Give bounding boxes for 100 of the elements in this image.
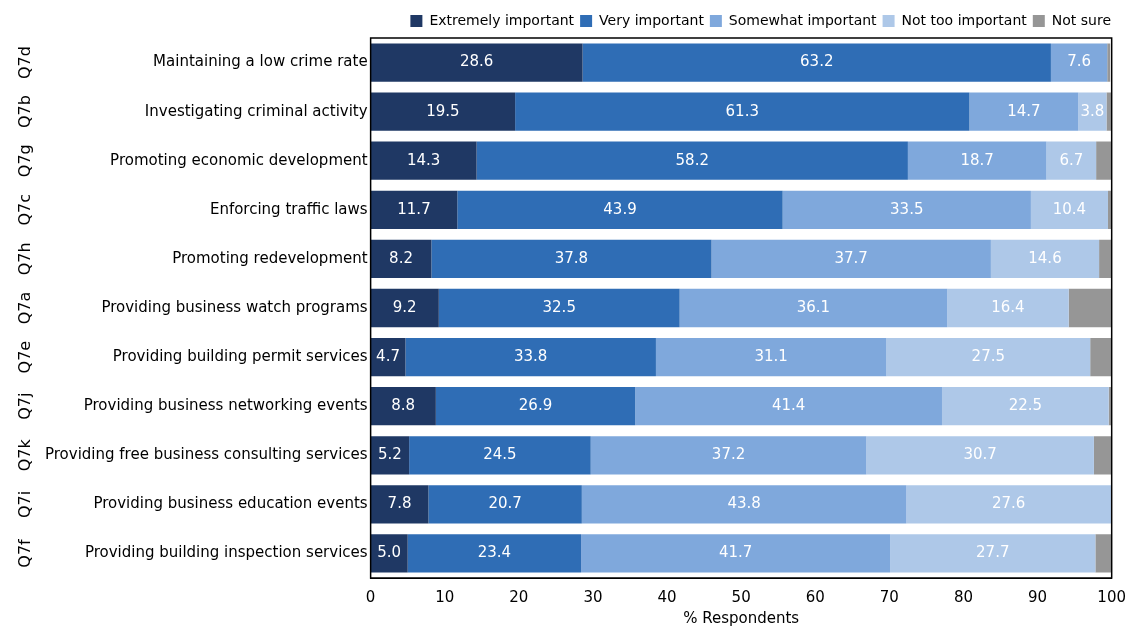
data-label: 33.5 — [890, 199, 924, 218]
y-tick-label: Providing building permit services — [112, 346, 368, 365]
data-label: 23.4 — [477, 543, 512, 562]
y-tick-label: Providing business watch programs — [101, 297, 368, 316]
x-tick-label: 40 — [657, 587, 677, 606]
data-label: 7.8 — [387, 494, 412, 513]
data-label: 27.6 — [991, 494, 1026, 513]
bar — [1050, 43, 1108, 82]
y-tick-label: Maintaining a low crime rate — [153, 52, 368, 71]
bar — [581, 485, 907, 524]
bar — [906, 485, 1111, 524]
text: Q7g — [15, 144, 35, 178]
legend-label: Not too important — [901, 11, 1028, 28]
bar — [1106, 92, 1112, 131]
x-tick-label: 80 — [953, 587, 974, 606]
data-label: 28.6 — [459, 52, 494, 71]
data-label: 6.7 — [1059, 150, 1084, 169]
data-label: 37.7 — [834, 248, 868, 267]
data-label: 41.4 — [771, 396, 806, 415]
data-label: 14.7 — [1007, 101, 1041, 120]
data-label: 43.8 — [727, 494, 761, 513]
bar — [407, 534, 582, 573]
y-tick-label: Enforcing traffic laws — [209, 199, 368, 218]
bar — [1099, 239, 1112, 279]
data-label: 24.5 — [483, 445, 517, 464]
x-tick-label: 50 — [731, 587, 751, 606]
data-label: 58.2 — [675, 150, 709, 169]
data-label: 43.9 — [603, 199, 637, 218]
text: Q7e — [15, 340, 35, 374]
data-label: 7.6 — [1067, 52, 1092, 71]
bar — [438, 288, 680, 328]
bar — [457, 190, 783, 229]
data-label: 32.5 — [542, 297, 576, 316]
x-tick-label: 30 — [583, 587, 603, 606]
bar — [582, 43, 1051, 82]
bar — [635, 387, 942, 426]
y-tick-label: Providing business education events — [93, 494, 368, 513]
bar — [782, 190, 1031, 229]
data-label: 8.8 — [391, 396, 416, 415]
bar — [866, 436, 1094, 475]
text: Q7k — [15, 438, 35, 472]
bar — [711, 239, 991, 279]
bar — [590, 436, 867, 475]
x-tick-label: 60 — [805, 587, 825, 606]
bar — [679, 288, 948, 328]
data-label: 19.5 — [426, 101, 460, 120]
bar — [890, 534, 1096, 573]
bar — [1107, 43, 1111, 82]
x-tick-label: 20 — [509, 587, 529, 606]
legend-label: Somewhat important — [728, 11, 878, 28]
bar — [370, 534, 408, 573]
bar — [969, 92, 1079, 131]
data-label: 27.7 — [976, 543, 1010, 562]
bar — [581, 534, 891, 573]
text: Q7c — [15, 194, 35, 226]
bar — [370, 43, 583, 82]
data-label: 30.7 — [963, 445, 997, 464]
y-tick-label: Providing free business consulting services — [45, 445, 368, 464]
bar — [435, 387, 636, 426]
data-label: 11.7 — [397, 199, 431, 218]
bar — [428, 485, 582, 524]
bar — [1046, 141, 1097, 180]
text: Q7j — [15, 392, 35, 420]
data-label: 9.2 — [392, 297, 417, 316]
bar — [405, 337, 656, 377]
data-label: 10.4 — [1052, 199, 1087, 218]
data-label: 3.8 — [1080, 101, 1105, 120]
bar — [1096, 141, 1112, 180]
bar — [370, 485, 429, 524]
text: Q7i — [15, 490, 35, 518]
y-tick-label: Promoting economic development — [110, 150, 368, 169]
bar — [370, 141, 477, 180]
bar — [1090, 337, 1112, 377]
x-tick-label: 0 — [365, 587, 376, 606]
data-label: 63.2 — [800, 52, 834, 71]
data-label: 33.8 — [513, 346, 548, 365]
legend-label: Not sure — [1051, 11, 1112, 28]
bar — [515, 92, 970, 131]
bar — [907, 141, 1047, 180]
bar — [370, 92, 516, 131]
x-tick-label: 70 — [879, 587, 899, 606]
x-tick-label: 10 — [435, 587, 455, 606]
bar — [409, 436, 591, 475]
x-tick-label: 100 — [1097, 587, 1127, 606]
data-label: 22.5 — [1008, 396, 1043, 415]
data-label: 36.1 — [796, 297, 831, 316]
bar — [431, 239, 712, 279]
bar — [886, 337, 1091, 377]
data-label: 37.8 — [554, 248, 589, 267]
data-label: 27.5 — [971, 346, 1005, 365]
bar — [476, 141, 908, 180]
text: Q7d — [15, 46, 35, 80]
legend-label: Very important — [599, 11, 705, 28]
text: Q7a — [15, 291, 35, 325]
bar — [947, 288, 1069, 328]
data-label: 5.0 — [377, 543, 402, 562]
data-label: 61.3 — [725, 101, 759, 120]
y-tick-label: Investigating criminal activity — [144, 101, 368, 120]
bar — [370, 190, 458, 229]
bar — [370, 239, 432, 279]
